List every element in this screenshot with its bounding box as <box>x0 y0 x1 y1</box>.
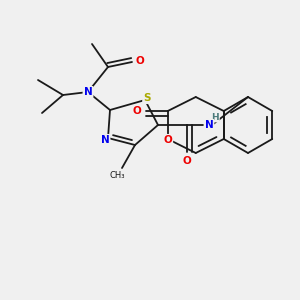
Text: N: N <box>205 120 213 130</box>
Text: O: O <box>136 56 144 66</box>
Text: N: N <box>84 87 92 97</box>
Text: S: S <box>143 93 151 103</box>
Text: O: O <box>164 135 172 145</box>
Text: N: N <box>100 135 109 145</box>
Text: O: O <box>183 156 191 166</box>
Text: CH₃: CH₃ <box>109 170 125 179</box>
Text: O: O <box>132 106 141 116</box>
Text: H: H <box>211 112 219 122</box>
